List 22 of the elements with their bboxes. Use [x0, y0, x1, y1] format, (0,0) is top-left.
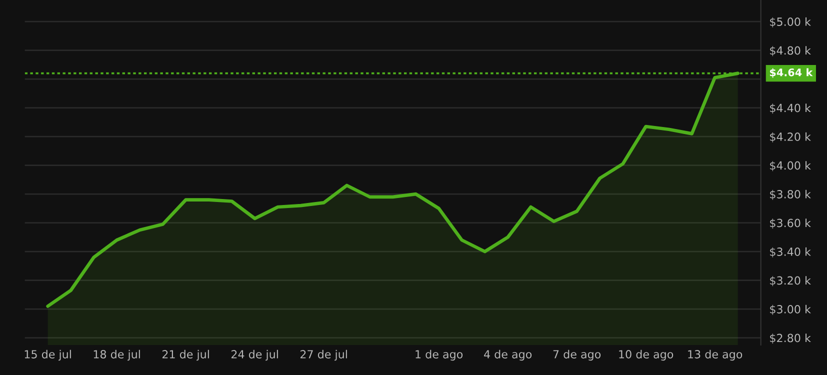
y-tick-label: $3.80 k: [770, 190, 811, 200]
x-tick-label: 24 de jul: [231, 350, 278, 361]
ref-line-label: $4.64 k: [770, 68, 813, 78]
y-tick-label: $3.20 k: [770, 276, 811, 286]
x-tick-label: 27 de jul: [300, 350, 347, 361]
x-tick-label: 1 de ago: [416, 350, 463, 361]
y-tick-label: $5.00 k: [770, 17, 811, 28]
x-tick-label: 21 de jul: [162, 350, 209, 361]
y-tick-label: $2.80 k: [770, 334, 811, 344]
y-tick-label: $4.80 k: [770, 46, 811, 56]
y-tick-label: $3.00 k: [770, 304, 811, 315]
x-tick-label: 4 de ago: [484, 350, 532, 361]
y-tick-label: $3.40 k: [770, 247, 811, 258]
x-tick-label: 18 de jul: [94, 350, 140, 361]
x-tick-label: 15 de jul: [24, 350, 71, 361]
y-tick-label: $4.20 k: [770, 132, 811, 142]
x-tick-label: 13 de ago: [688, 350, 742, 361]
x-tick-label: 10 de ago: [619, 350, 674, 361]
y-tick-label: $4.00 k: [770, 161, 811, 172]
y-tick-label: $3.60 k: [770, 218, 811, 229]
x-tick-label: 7 de ago: [553, 350, 601, 361]
y-tick-label: $4.40 k: [770, 104, 811, 114]
